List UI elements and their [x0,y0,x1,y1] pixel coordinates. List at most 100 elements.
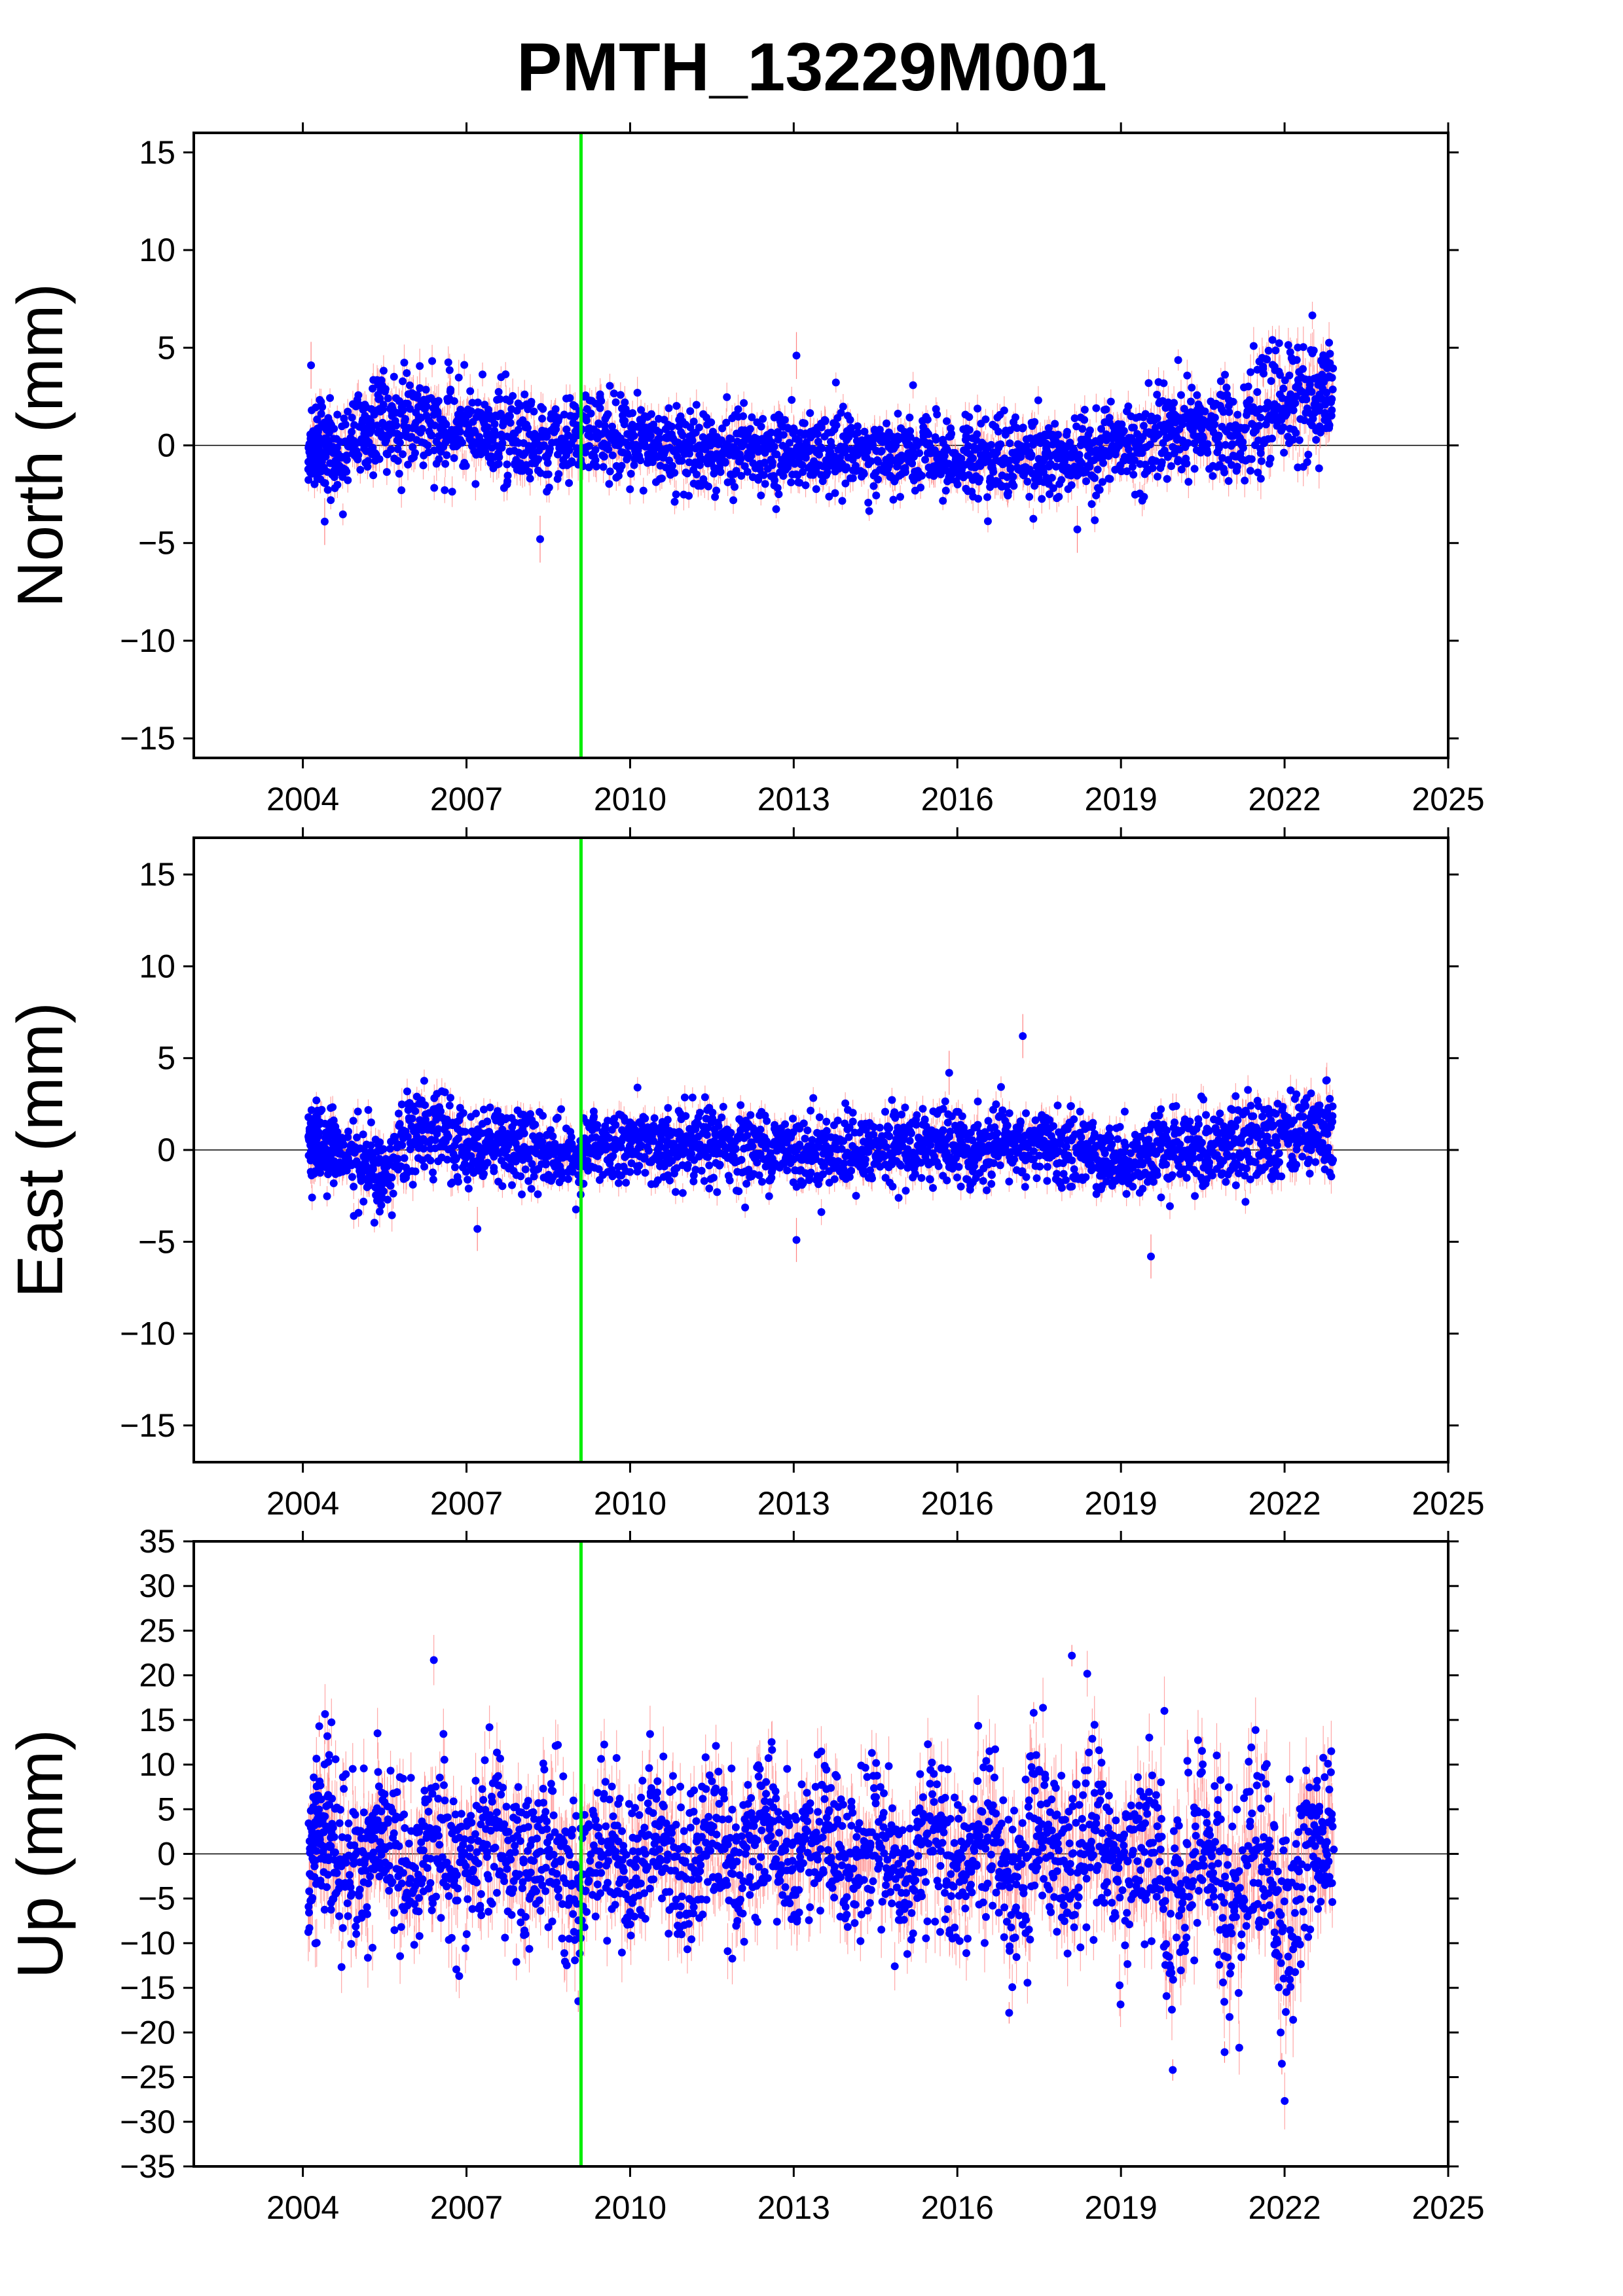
data-point [633,388,642,397]
data-point [812,485,820,493]
data-point [1158,458,1166,467]
data-point [555,470,563,478]
data-point [1009,473,1017,481]
x-tick-label: 2022 [1248,781,1321,817]
data-point [1271,346,1280,355]
data-point [1256,449,1265,457]
data-point [431,421,439,429]
y-tick-label: 5 [157,329,175,366]
data-point [1129,471,1138,479]
data-point [678,431,687,440]
data-point [379,367,388,375]
data-point [527,397,536,406]
data-point [883,419,891,427]
data-point [1153,473,1161,481]
data-point [585,442,594,450]
data-point [560,410,568,419]
data-point [344,476,352,484]
data-point [1034,396,1042,404]
data-point [494,387,503,396]
data-point [1303,458,1311,467]
data-point [600,452,608,461]
data-point [428,431,436,440]
data-point [318,403,327,411]
x-tick-label: 2007 [430,781,503,817]
data-point [692,401,701,409]
data-point [369,384,377,393]
data-point [846,416,854,424]
data-point [621,398,629,406]
data-point [1080,416,1089,424]
data-point [395,469,403,478]
x-tick-label: 2010 [594,781,666,817]
data-point [381,385,390,393]
data-point [517,459,525,467]
data-point [1304,450,1313,459]
data-point [434,397,443,405]
data-point [393,445,402,454]
data-point [403,368,411,377]
data-point [771,476,779,484]
data-point [721,458,729,467]
x-tick-label: 2004 [266,781,339,817]
data-point [471,480,480,488]
data-point [1308,311,1317,319]
data-point [460,361,469,369]
data-point [1006,439,1014,448]
data-point [387,445,395,454]
data-point [304,476,313,484]
data-point [418,425,426,433]
data-point [348,427,356,436]
data-point [647,410,655,418]
data-point [396,431,405,440]
data-point [348,413,356,422]
data-point [787,478,795,487]
data-point [670,469,679,477]
data-point [734,405,742,414]
data-point [1011,413,1019,422]
data-point [393,457,402,465]
data-point [877,446,886,455]
panel-north: −15 −10 −5 0 5 10 15 2004 2007 2010 2013 2016 2019 20… [4,122,1485,817]
data-point [869,482,878,490]
data-point [630,431,638,440]
data-point [330,473,338,482]
y-axis-label: North (mm) [4,283,76,607]
x-tick-label: 2016 [921,781,994,817]
data-point [523,423,532,432]
data-point [1054,431,1063,439]
data-point [406,404,414,413]
data-point [479,411,488,420]
data-point [739,412,748,420]
data-point [1004,488,1012,497]
data-point [1326,350,1334,358]
data-point [1239,444,1247,452]
data-point [994,427,1002,436]
data-point [969,454,977,463]
data-point [865,507,873,515]
data-point [399,406,407,414]
data-point [1091,516,1099,524]
data-point [1051,420,1059,428]
data-point [356,465,365,474]
data-point [800,419,809,427]
data-point [599,463,608,471]
data-point [354,451,363,459]
data-point [450,454,458,462]
data-point [543,432,551,440]
data-point [1029,514,1038,523]
data-point [1030,418,1039,426]
data-point [424,441,432,450]
data-point [761,480,769,488]
data-point [848,474,857,482]
data-point [430,484,439,492]
data-point [996,440,1005,448]
data-point [689,418,698,426]
data-point [828,442,836,450]
data-point [448,488,456,496]
data-point [1106,475,1114,483]
data-point [477,437,485,445]
data-point [1048,474,1056,482]
data-point [606,382,614,390]
data-point [672,490,680,499]
